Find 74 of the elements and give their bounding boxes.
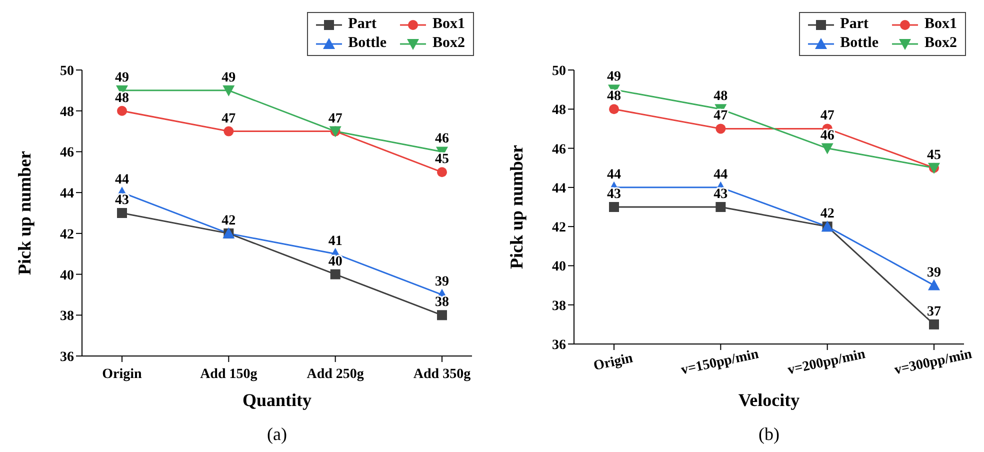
point [609, 104, 619, 114]
data-label: 47 [820, 108, 834, 124]
data-label: 38 [435, 295, 449, 310]
data-label: 43 [115, 193, 129, 208]
point [222, 85, 235, 96]
point [821, 143, 834, 154]
point [224, 126, 234, 136]
y-tick-label: 40 [60, 268, 74, 284]
x-tick-label: Origin [592, 351, 634, 374]
data-label: 47 [222, 111, 236, 126]
y-tick-label: 42 [552, 220, 566, 236]
y-tick-label: 46 [60, 146, 74, 161]
point [716, 124, 726, 134]
y-tick-label: 46 [552, 142, 566, 158]
point [928, 279, 940, 290]
text: (b) [758, 424, 780, 445]
data-label: 49 [607, 70, 621, 85]
x-tick-label: Add 350g [413, 367, 471, 382]
point [716, 202, 726, 212]
x-tick-label: Add 250g [306, 367, 364, 382]
y-tick-label: 48 [552, 103, 566, 118]
data-label: 48 [714, 89, 728, 104]
point [437, 167, 447, 178]
y-tick-label: 38 [60, 309, 74, 324]
text: (a) [266, 424, 288, 445]
y-tick-label: 50 [552, 64, 566, 79]
point [929, 319, 939, 330]
data-label: 46 [820, 128, 834, 144]
point [117, 106, 127, 116]
y-axis-title: Pick up number [14, 150, 34, 276]
y-tick-label: 38 [552, 298, 566, 314]
x-axis-title: Quantity [242, 390, 312, 410]
x-tick-label: Add 150g [200, 367, 258, 382]
y-tick-label: 44 [60, 186, 74, 202]
point [609, 202, 619, 212]
legend-label: Bottle [840, 35, 878, 52]
legend-label: Box1 [432, 16, 465, 33]
y-tick-label: 36 [552, 338, 566, 353]
y-axis-title: Pick up number [506, 144, 526, 270]
data-label: 42 [222, 213, 236, 228]
data-label: 46 [435, 132, 449, 147]
point [330, 269, 340, 280]
data-label: 45 [435, 152, 449, 168]
y-tick-label: 44 [552, 181, 566, 196]
data-label: 49 [115, 70, 129, 86]
data-label: 44 [115, 172, 129, 188]
data-label: 44 [607, 167, 621, 182]
y-tick-label: 42 [60, 227, 74, 242]
data-label: 37 [927, 304, 941, 320]
data-label: 45 [927, 148, 941, 163]
y-tick-label: 40 [552, 260, 566, 275]
point [117, 208, 127, 218]
data-label: 42 [820, 206, 834, 222]
data-label: 39 [927, 265, 941, 280]
data-label: 47 [714, 108, 728, 124]
legend-label: Bottle [348, 35, 386, 52]
data-label: 41 [328, 234, 342, 249]
y-tick-label: 48 [60, 104, 74, 120]
legend-label: Part [348, 16, 376, 33]
x-tick-label: Origin [102, 367, 142, 382]
point [437, 310, 447, 320]
legend-label: Part [840, 16, 868, 33]
data-label: 48 [607, 89, 621, 104]
data-label: 39 [435, 274, 449, 290]
data-label: 44 [714, 167, 728, 182]
data-label: 47 [328, 111, 342, 126]
y-tick-label: 50 [60, 64, 74, 79]
y-tick-label: 36 [60, 350, 74, 365]
data-label: 49 [222, 70, 236, 86]
data-label: 48 [115, 90, 129, 106]
legend-label: Box2 [432, 35, 465, 52]
x-axis-title: Velocity [738, 390, 800, 410]
legend-label: Box1 [924, 16, 957, 33]
legend-label: Box2 [924, 35, 957, 52]
